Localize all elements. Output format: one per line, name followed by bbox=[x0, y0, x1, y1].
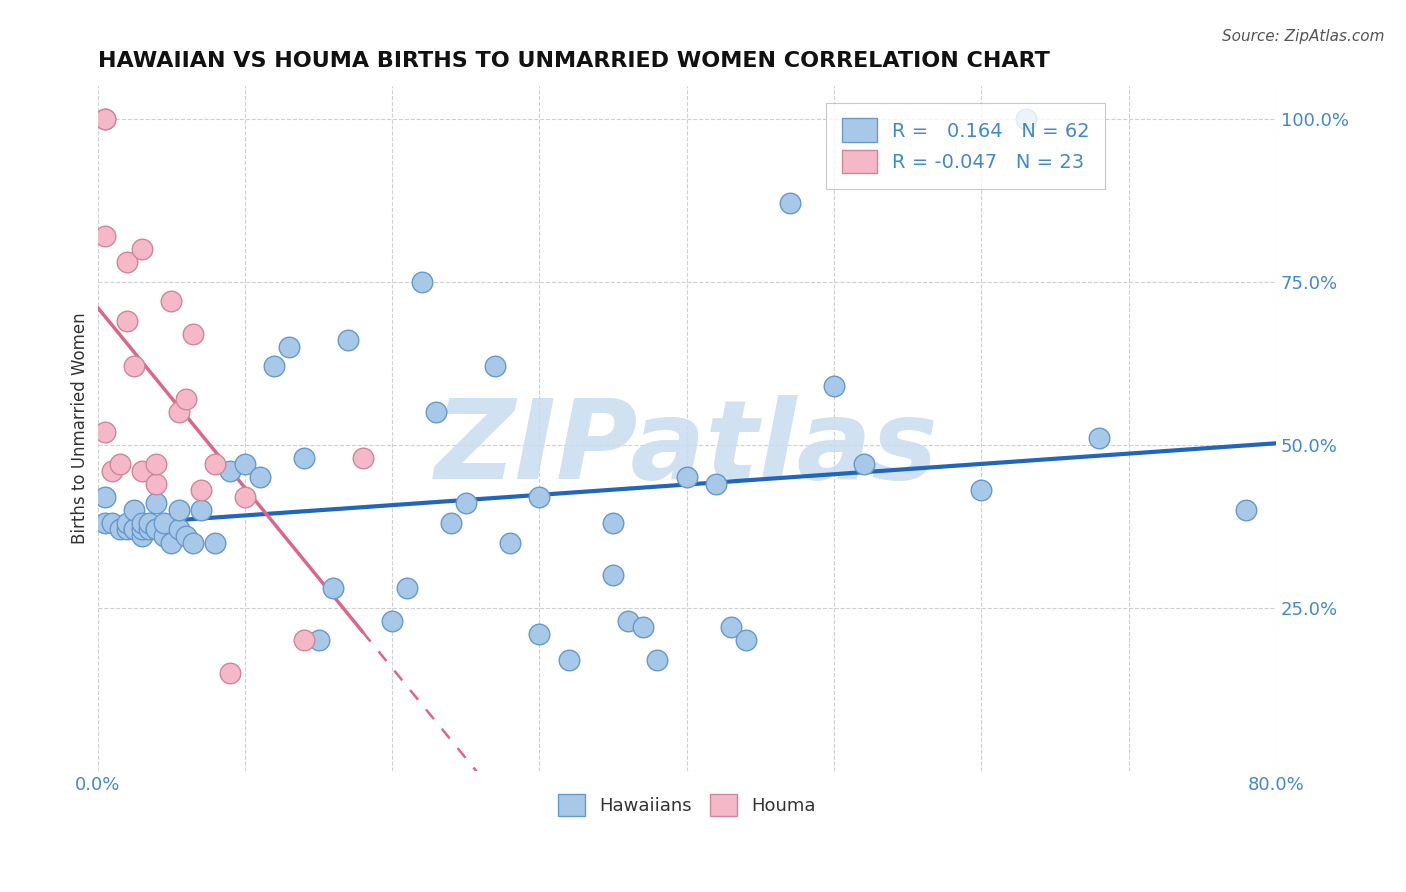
Hawaiians bbox=[181, 535, 204, 549]
Hawaiians bbox=[124, 523, 146, 537]
Hawaiians bbox=[631, 620, 654, 634]
Houma bbox=[174, 392, 197, 406]
Y-axis label: Births to Unmarried Women: Births to Unmarried Women bbox=[72, 312, 89, 544]
Hawaiians bbox=[411, 275, 433, 289]
Hawaiians bbox=[94, 490, 117, 504]
Hawaiians bbox=[219, 464, 242, 478]
Hawaiians bbox=[529, 490, 551, 504]
Hawaiians bbox=[440, 516, 463, 530]
Hawaiians bbox=[823, 379, 845, 393]
Hawaiians bbox=[336, 334, 359, 348]
Hawaiians bbox=[131, 516, 153, 530]
Hawaiians bbox=[131, 523, 153, 537]
Houma bbox=[94, 229, 117, 244]
Hawaiians bbox=[322, 581, 344, 595]
Hawaiians bbox=[734, 633, 756, 648]
Hawaiians bbox=[1236, 503, 1258, 517]
Hawaiians bbox=[499, 535, 522, 549]
Houma bbox=[94, 112, 117, 126]
Hawaiians bbox=[647, 653, 669, 667]
Hawaiians bbox=[425, 405, 447, 419]
Houma bbox=[352, 450, 374, 465]
Hawaiians bbox=[167, 503, 190, 517]
Hawaiians bbox=[145, 523, 167, 537]
Hawaiians bbox=[145, 496, 167, 510]
Houma bbox=[204, 457, 226, 471]
Hawaiians bbox=[160, 535, 183, 549]
Hawaiians bbox=[153, 516, 176, 530]
Hawaiians bbox=[704, 476, 727, 491]
Hawaiians bbox=[970, 483, 993, 498]
Houma bbox=[190, 483, 212, 498]
Legend: Hawaiians, Houma: Hawaiians, Houma bbox=[550, 787, 823, 823]
Houma bbox=[145, 476, 167, 491]
Houma bbox=[94, 112, 117, 126]
Hawaiians bbox=[115, 523, 138, 537]
Hawaiians bbox=[94, 516, 117, 530]
Text: Source: ZipAtlas.com: Source: ZipAtlas.com bbox=[1222, 29, 1385, 44]
Hawaiians bbox=[720, 620, 742, 634]
Hawaiians bbox=[124, 503, 146, 517]
Hawaiians bbox=[204, 535, 226, 549]
Hawaiians bbox=[779, 196, 801, 211]
Hawaiians bbox=[167, 523, 190, 537]
Hawaiians bbox=[131, 529, 153, 543]
Hawaiians bbox=[395, 581, 418, 595]
Hawaiians bbox=[1088, 431, 1111, 445]
Hawaiians bbox=[249, 470, 271, 484]
Hawaiians bbox=[108, 523, 131, 537]
Houma bbox=[219, 665, 242, 680]
Hawaiians bbox=[115, 516, 138, 530]
Houma bbox=[101, 464, 124, 478]
Houma bbox=[94, 425, 117, 439]
Hawaiians bbox=[675, 470, 697, 484]
Hawaiians bbox=[602, 516, 624, 530]
Text: HAWAIIAN VS HOUMA BIRTHS TO UNMARRIED WOMEN CORRELATION CHART: HAWAIIAN VS HOUMA BIRTHS TO UNMARRIED WO… bbox=[97, 51, 1049, 70]
Hawaiians bbox=[381, 614, 404, 628]
Houma bbox=[145, 457, 167, 471]
Houma bbox=[167, 405, 190, 419]
Hawaiians bbox=[174, 529, 197, 543]
Houma bbox=[131, 464, 153, 478]
Hawaiians bbox=[454, 496, 477, 510]
Hawaiians bbox=[233, 457, 256, 471]
Hawaiians bbox=[602, 568, 624, 582]
Hawaiians bbox=[484, 359, 506, 374]
Hawaiians bbox=[101, 516, 124, 530]
Hawaiians bbox=[529, 627, 551, 641]
Houma bbox=[131, 242, 153, 256]
Hawaiians bbox=[124, 523, 146, 537]
Hawaiians bbox=[138, 523, 160, 537]
Hawaiians bbox=[558, 653, 581, 667]
Hawaiians bbox=[138, 516, 160, 530]
Houma bbox=[292, 633, 315, 648]
Hawaiians bbox=[308, 633, 330, 648]
Houma bbox=[115, 314, 138, 328]
Text: ZIPatlas: ZIPatlas bbox=[434, 395, 939, 502]
Houma bbox=[115, 255, 138, 269]
Hawaiians bbox=[278, 340, 301, 354]
Hawaiians bbox=[190, 503, 212, 517]
Hawaiians bbox=[292, 450, 315, 465]
Hawaiians bbox=[1014, 112, 1036, 126]
Hawaiians bbox=[617, 614, 640, 628]
Hawaiians bbox=[153, 529, 176, 543]
Hawaiians bbox=[145, 523, 167, 537]
Hawaiians bbox=[852, 457, 875, 471]
Houma bbox=[124, 359, 146, 374]
Houma bbox=[108, 457, 131, 471]
Houma bbox=[160, 294, 183, 309]
Hawaiians bbox=[263, 359, 285, 374]
Houma bbox=[181, 326, 204, 341]
Houma bbox=[233, 490, 256, 504]
